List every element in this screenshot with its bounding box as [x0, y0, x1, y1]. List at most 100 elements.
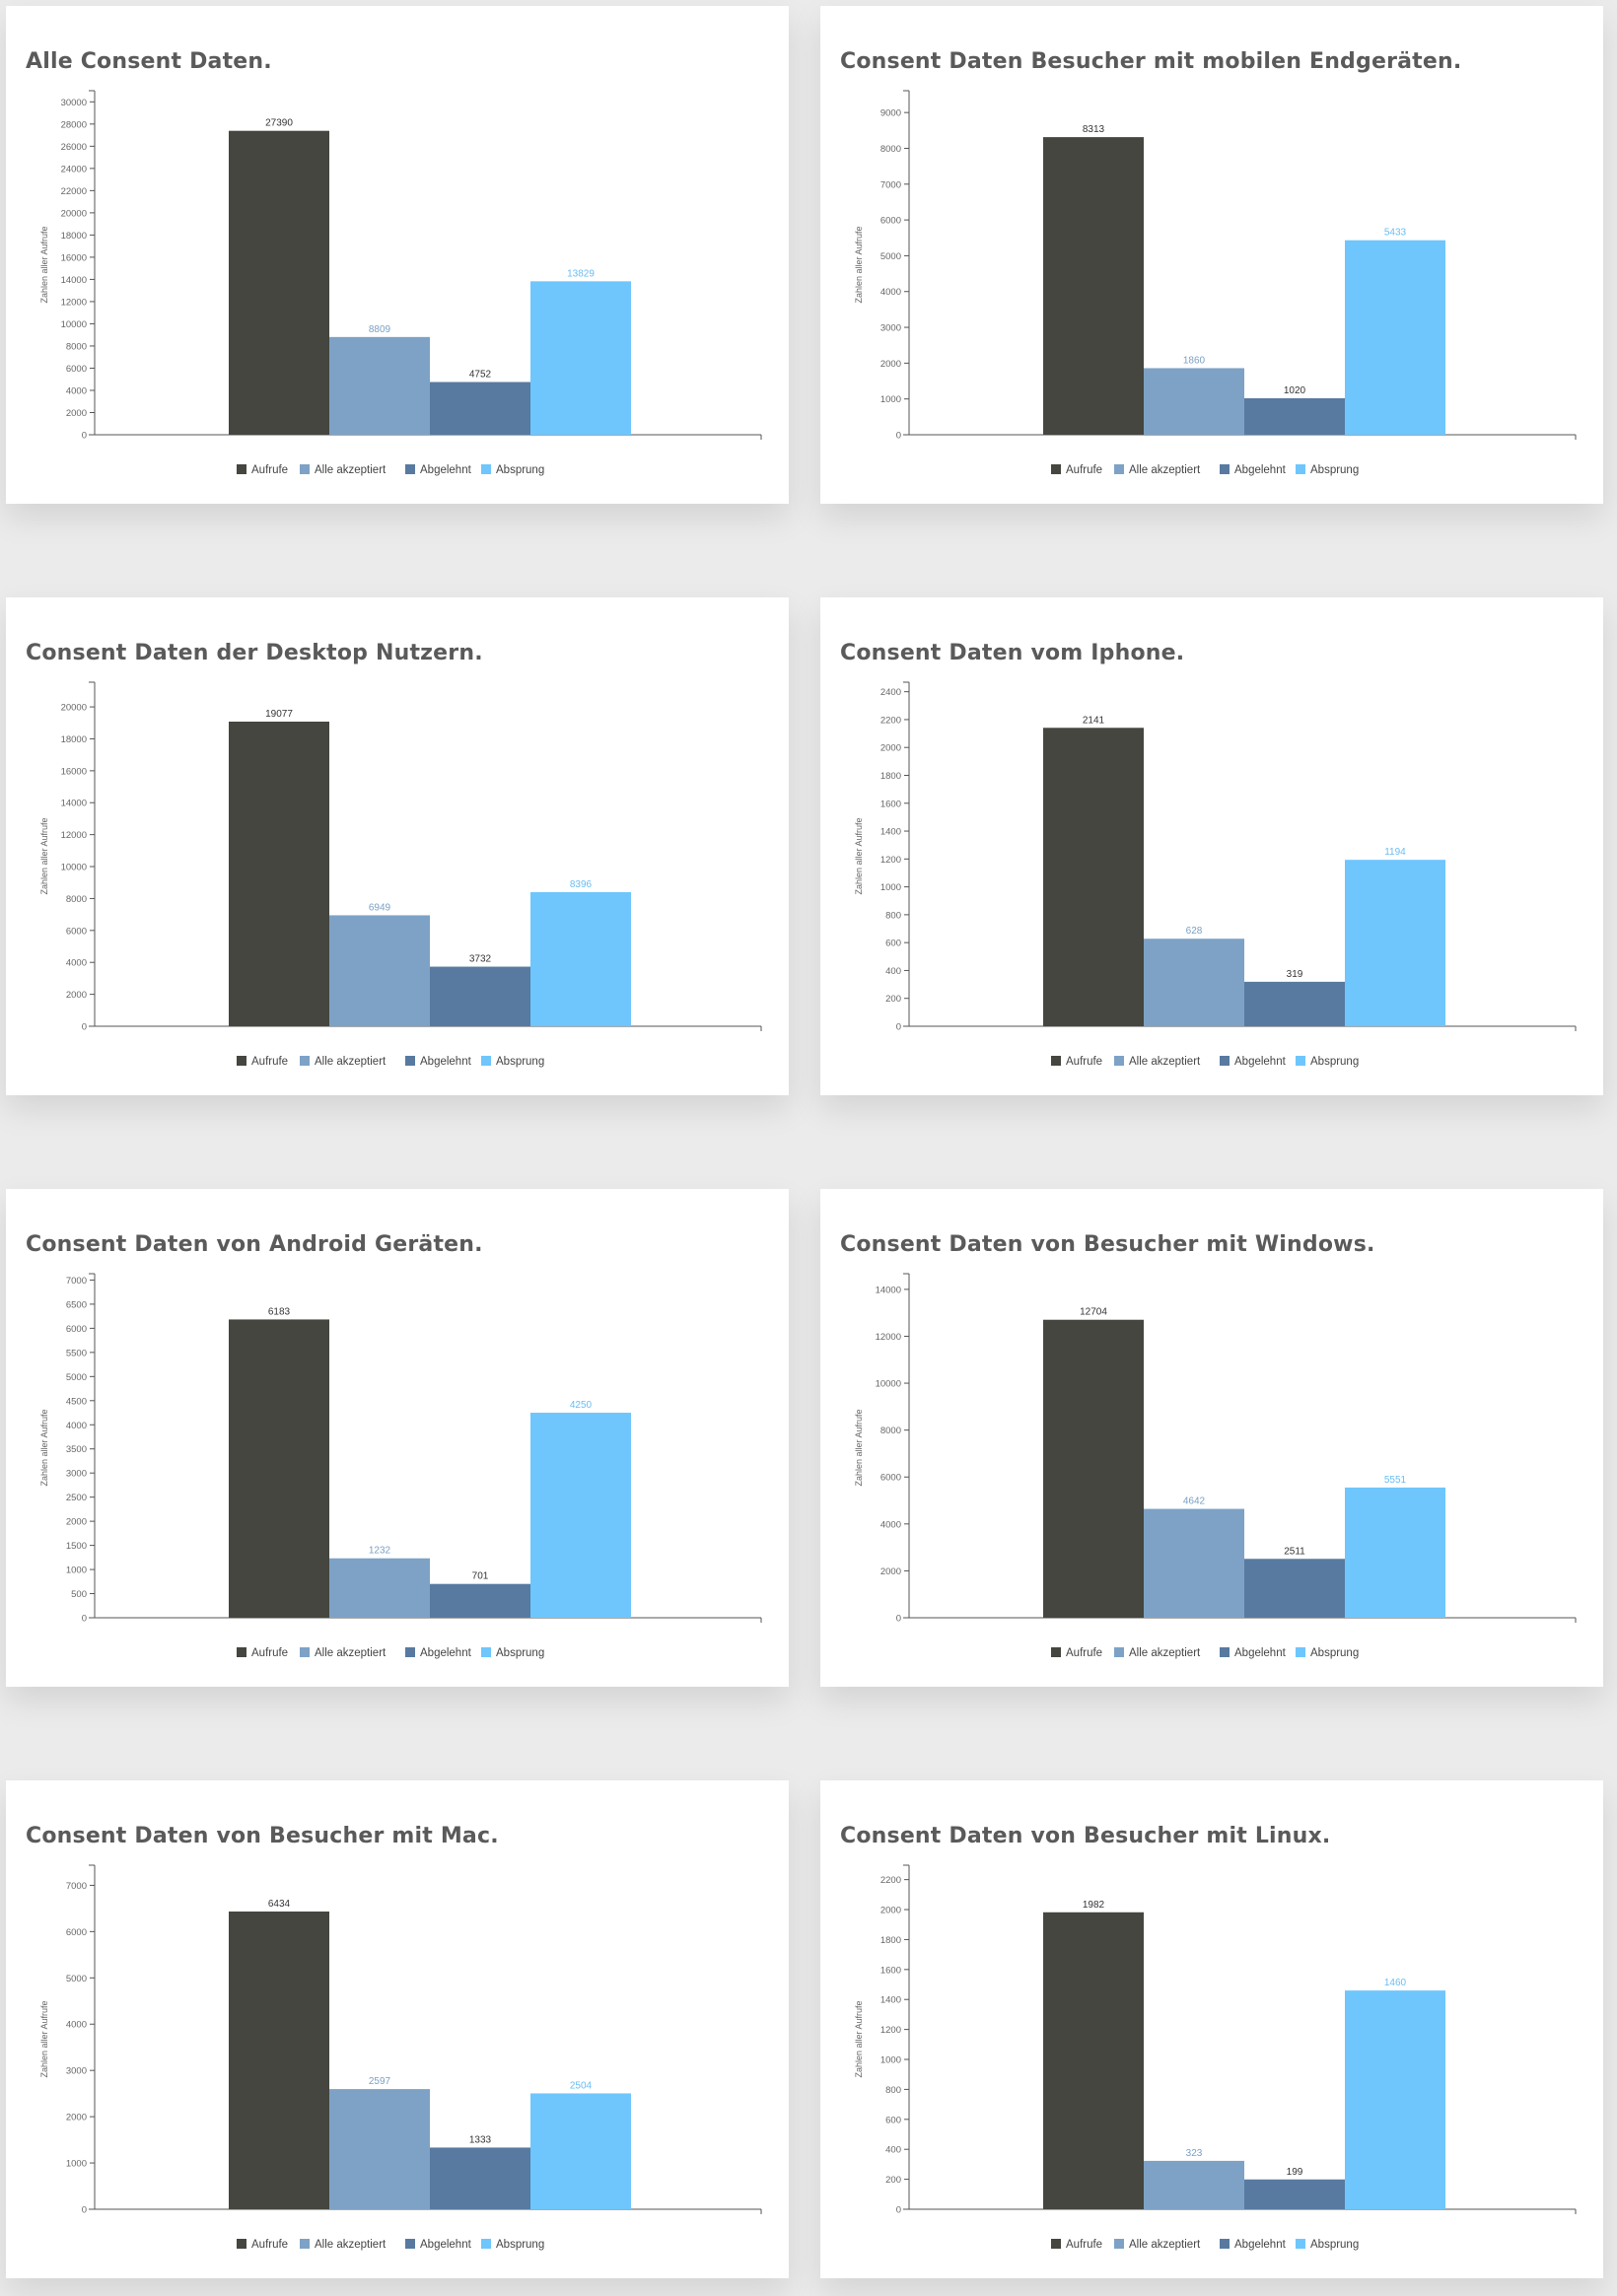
legend-label: Absprung — [1310, 2239, 1359, 2251]
y-axis-title: Zahlen aller Aufrufe — [39, 1409, 49, 1486]
bar-value-label: 8396 — [570, 879, 593, 890]
y-tick-label: 1200 — [880, 2025, 901, 2036]
y-tick-label: 2000 — [880, 743, 901, 754]
bar — [530, 2093, 631, 2209]
bar — [430, 966, 530, 1026]
bar — [229, 130, 329, 435]
bar-value-label: 1460 — [1384, 1978, 1407, 1988]
y-tick-label: 30000 — [61, 98, 87, 108]
y-tick-label: 6000 — [880, 1473, 901, 1484]
legend-label: Alle akzeptiert — [1129, 464, 1201, 476]
bar — [530, 1413, 631, 1618]
bar-chart: 0 2000 4000 6000 8000 10000 12000 14000 16000 180… — [39, 90, 762, 476]
y-tick-label: 0 — [82, 1022, 87, 1033]
y-tick-label: 2500 — [66, 1493, 87, 1503]
legend-label: Aufrufe — [251, 464, 288, 476]
legend-label: Abgelehnt — [420, 464, 472, 476]
y-tick-label: 4500 — [66, 1396, 87, 1407]
chart-title: Consent Daten von Besucher mit Windows. — [840, 1232, 1375, 1257]
y-tick-label: 8000 — [880, 1426, 901, 1436]
bar — [1345, 1487, 1445, 1618]
y-tick-label: 600 — [885, 939, 901, 949]
bar — [1144, 368, 1244, 435]
y-tick-label: 12000 — [61, 297, 87, 308]
y-tick-label: 10000 — [876, 1379, 901, 1390]
legend-label: Absprung — [1310, 1056, 1359, 1068]
chart-title: Consent Daten der Desktop Nutzern. — [26, 641, 483, 665]
legend-swatch — [1296, 1056, 1305, 1066]
bar-value-label: 4752 — [469, 370, 492, 381]
y-tick-label: 3000 — [880, 323, 901, 334]
legend-label: Aufrufe — [1066, 464, 1102, 476]
y-tick-label: 1400 — [880, 827, 901, 838]
y-tick-label: 0 — [82, 2205, 87, 2216]
bar — [1345, 240, 1445, 435]
y-axis-title: Zahlen aller Aufrufe — [854, 226, 864, 303]
legend-swatch — [1220, 1647, 1230, 1657]
legend-swatch — [300, 1056, 310, 1066]
bar — [1043, 1319, 1144, 1618]
legend-label: Aufrufe — [251, 2239, 288, 2251]
chart-title: Consent Daten von Besucher mit Mac. — [26, 1824, 499, 1848]
y-tick-label: 2200 — [880, 1875, 901, 1886]
chart-card: Alle Consent Daten. 0 2000 4000 6000 8000 100… — [6, 6, 789, 504]
y-tick-label: 4000 — [66, 1421, 87, 1431]
legend-label: Alle akzeptiert — [315, 1056, 387, 1068]
legend-label: Alle akzeptiert — [315, 1647, 387, 1659]
legend-swatch — [1220, 2239, 1230, 2249]
y-axis-title: Zahlen aller Aufrufe — [854, 817, 864, 894]
y-tick-label: 20000 — [61, 703, 87, 714]
chart-card: Consent Daten Besucher mit mobilen Endge… — [820, 6, 1603, 504]
legend-swatch — [237, 2239, 246, 2249]
y-tick-label: 0 — [82, 1614, 87, 1625]
legend-swatch — [1051, 464, 1061, 474]
legend-label: Absprung — [496, 2239, 544, 2251]
y-tick-label: 4000 — [880, 1519, 901, 1530]
y-tick-label: 28000 — [61, 119, 87, 130]
legend-label: Alle akzeptiert — [1129, 1647, 1201, 1659]
y-tick-label: 1200 — [880, 855, 901, 866]
y-tick-label: 5000 — [66, 1974, 87, 1984]
legend-label: Alle akzeptiert — [315, 2239, 387, 2251]
y-tick-label: 12000 — [61, 830, 87, 841]
legend-swatch — [405, 1056, 415, 1066]
bar — [430, 2147, 530, 2209]
chart-card: Consent Daten der Desktop Nutzern. 0 2000… — [6, 597, 789, 1095]
y-tick-label: 5500 — [66, 1348, 87, 1358]
y-tick-label: 0 — [82, 431, 87, 442]
chart-title: Consent Daten von Besucher mit Linux. — [840, 1824, 1331, 1848]
legend-swatch — [481, 2239, 491, 2249]
bar — [1244, 1559, 1345, 1618]
legend-label: Abgelehnt — [420, 1056, 472, 1068]
bar-chart: 0 200 400 600 800 1000 1200 1400 1600 1800 2000 220… — [854, 681, 1577, 1068]
legend-swatch — [405, 2239, 415, 2249]
bar-value-label: 19077 — [265, 709, 293, 720]
bar-chart: 0 2000 4000 6000 8000 10000 12000 14000 16000 180… — [39, 681, 762, 1068]
chart-card: Consent Daten von Besucher mit Mac. 0 100… — [6, 1780, 789, 2278]
bar — [530, 892, 631, 1026]
y-tick-label: 1800 — [880, 771, 901, 782]
bar — [430, 1583, 530, 1618]
bar-value-label: 1982 — [1083, 1900, 1105, 1911]
bar-value-label: 319 — [1287, 969, 1303, 980]
y-tick-label: 4000 — [66, 385, 87, 396]
legend-label: Alle akzeptiert — [1129, 2239, 1201, 2251]
y-tick-label: 14000 — [61, 275, 87, 286]
legend-swatch — [1051, 1647, 1061, 1657]
legend-label: Absprung — [496, 464, 544, 476]
legend-label: Absprung — [1310, 464, 1359, 476]
legend-label: Aufrufe — [251, 1056, 288, 1068]
y-tick-label: 1600 — [880, 799, 901, 809]
y-axis-title: Zahlen aller Aufrufe — [39, 226, 49, 303]
y-tick-label: 400 — [885, 2145, 901, 2156]
y-tick-label: 3500 — [66, 1444, 87, 1455]
legend-swatch — [1051, 1056, 1061, 1066]
y-tick-label: 22000 — [61, 186, 87, 197]
legend-swatch — [1114, 1056, 1124, 1066]
y-tick-label: 5000 — [66, 1372, 87, 1383]
legend-swatch — [1296, 2239, 1305, 2249]
legend-label: Aufrufe — [1066, 1056, 1102, 1068]
bar — [229, 722, 329, 1026]
y-tick-label: 1000 — [880, 394, 901, 405]
legend-swatch — [1114, 2239, 1124, 2249]
